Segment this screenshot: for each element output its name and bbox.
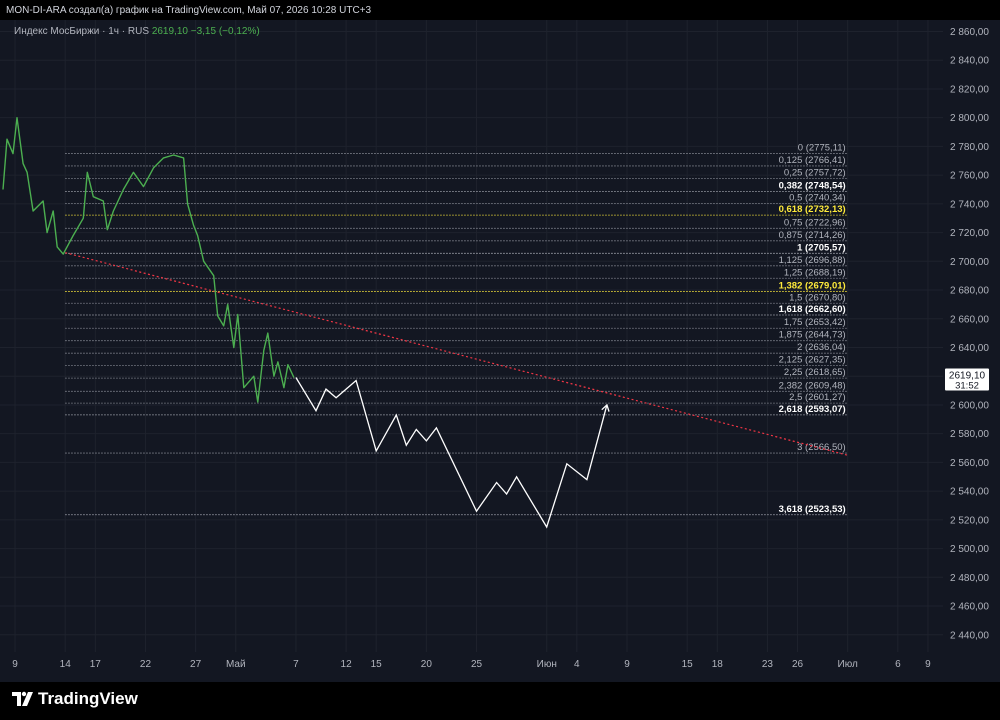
fib-level-label: 0,875 (2714,26) — [779, 230, 846, 241]
price-series-line — [2, 116, 295, 403]
fib-level-label: 2,5 (2601,27) — [789, 392, 846, 403]
y-tick-label: 2 860,00 — [950, 27, 989, 38]
x-tick-label: 20 — [421, 659, 433, 670]
y-tick-label: 2 440,00 — [950, 630, 989, 641]
tradingview-logo-icon — [12, 691, 33, 706]
y-tick-label: 2 760,00 — [950, 171, 989, 182]
fib-level-label: 1,618 (2662,60) — [779, 304, 846, 315]
x-tick-label: 23 — [762, 659, 774, 670]
x-tick-label: Июл — [838, 659, 858, 670]
x-tick-label: 15 — [371, 659, 383, 670]
chart-area[interactable]: 0 (2775,11) 0,125 (2766,41) 0,25 (2757,72)… — [0, 20, 1000, 682]
y-tick-label: 2 780,00 — [950, 142, 989, 153]
y-tick-label: 2 520,00 — [950, 515, 989, 526]
top-bar: MON-DI-ARA создал(а) график на TradingVi… — [0, 0, 1000, 22]
fib-level-label: 1,25 (2688,19) — [784, 267, 846, 278]
chart-author-title: MON-DI-ARA создал(а) график на TradingVi… — [6, 5, 372, 16]
y-tick-label: 2 700,00 — [950, 257, 989, 268]
y-tick-label: 2 800,00 — [950, 113, 989, 124]
chart-background — [0, 20, 1000, 682]
y-tick-label: 2 540,00 — [950, 487, 989, 498]
bar-countdown: 31:52 — [955, 381, 979, 392]
x-tick-label: 25 — [471, 659, 483, 670]
price-chart[interactable]: 0 (2775,11) 0,125 (2766,41)0,25 (2757,72)… — [0, 20, 1000, 682]
x-tick-label: Июн — [537, 659, 557, 670]
projection-path — [295, 377, 608, 529]
y-tick-label: 2 740,00 — [950, 199, 989, 210]
last-price: 2619,10 — [151, 26, 188, 37]
tradingview-brand: TradingView — [38, 689, 138, 708]
x-tick-label: 14 — [60, 659, 72, 670]
fib-level-label: 2,618 (2593,07) — [779, 404, 846, 415]
fib-level-label: 1 (2705,57) — [797, 242, 846, 253]
fib-level-label: 1,875 (2644,73) — [779, 330, 846, 341]
y-tick-label: 2 820,00 — [950, 84, 989, 95]
x-tick-label: 6 — [895, 659, 901, 670]
x-tick-label: 18 — [712, 659, 724, 670]
x-tick-label: 9 — [624, 659, 630, 670]
fib-level-label: 0 (2775,11) — [798, 142, 846, 153]
fib-level-label: 2,382 (2609,48) — [779, 380, 846, 391]
y-tick-label: 2 560,00 — [950, 458, 989, 469]
fib-level-label: 1,75 (2653,42) — [784, 317, 846, 328]
fib-level-label: 0,25 (2757,72) — [784, 167, 846, 178]
price-change: −3,15 (−0,12%) — [190, 26, 260, 37]
bottom-bar: TradingView — [0, 682, 1000, 720]
fib-level-label: 0,382 (2748,54) — [779, 181, 846, 192]
x-tick-label: 22 — [140, 659, 152, 670]
fib-level-label: 0,5 (2740,34) — [789, 192, 846, 203]
x-tick-label: Май — [226, 659, 246, 670]
price-axis-panel — [943, 20, 1000, 682]
y-tick-label: 2 600,00 — [950, 400, 989, 411]
y-tick-label: 2 720,00 — [950, 228, 989, 239]
fib-level-label: 2,125 (2627,35) — [779, 355, 846, 366]
y-tick-label: 2 580,00 — [950, 429, 989, 440]
y-tick-label: 2 500,00 — [950, 544, 989, 555]
fib-level-label: 0,75 (2722,96) — [784, 217, 846, 228]
x-tick-label: 26 — [792, 659, 804, 670]
y-tick-label: 2 680,00 — [950, 286, 989, 297]
current-price-value: 2619,10 — [949, 371, 986, 382]
y-tick-label: 2 480,00 — [950, 573, 989, 584]
y-tick-label: 2 660,00 — [950, 314, 989, 325]
fib-level-label: 3 (2566,50) — [797, 442, 846, 453]
x-tick-label: 4 — [574, 659, 580, 670]
fib-level-label: 1,125 (2696,88) — [779, 255, 846, 266]
y-tick-label: 2 640,00 — [950, 343, 989, 354]
tradingview-logo[interactable]: TradingView — [12, 689, 138, 709]
x-tick-label: 12 — [341, 659, 353, 670]
x-tick-label: 17 — [90, 659, 102, 670]
symbol-legend: Индекс МосБиржи · 1ч · RUS 2619,10 −3,15… — [14, 26, 260, 37]
x-tick-label: 7 — [293, 659, 299, 670]
x-tick-label: 9 — [925, 659, 931, 670]
fib-level-label: 0,125 (2766,41) — [779, 155, 846, 166]
projection-arrowhead — [601, 403, 610, 412]
symbol-name: Индекс МосБиржи · 1ч · RUS — [14, 26, 150, 37]
fib-level-label: 3,618 (2523,53) — [779, 504, 846, 515]
x-tick-label: 27 — [190, 659, 202, 670]
fib-level-label: 0,618 (2732,13) — [779, 204, 846, 215]
current-price-badge — [945, 368, 989, 391]
fib-level-label: 2 (2636,04) — [797, 342, 846, 353]
y-tick-label: 2 460,00 — [950, 602, 989, 613]
x-tick-label: 9 — [12, 659, 18, 670]
fib-level-label: 1,5 (2670,80) — [789, 292, 846, 303]
x-tick-label: 15 — [682, 659, 694, 670]
fib-level-label: 1,382 (2679,01) — [779, 280, 846, 291]
fib-level-label: 2,25 (2618,65) — [784, 367, 846, 378]
y-tick-label: 2 840,00 — [950, 56, 989, 67]
